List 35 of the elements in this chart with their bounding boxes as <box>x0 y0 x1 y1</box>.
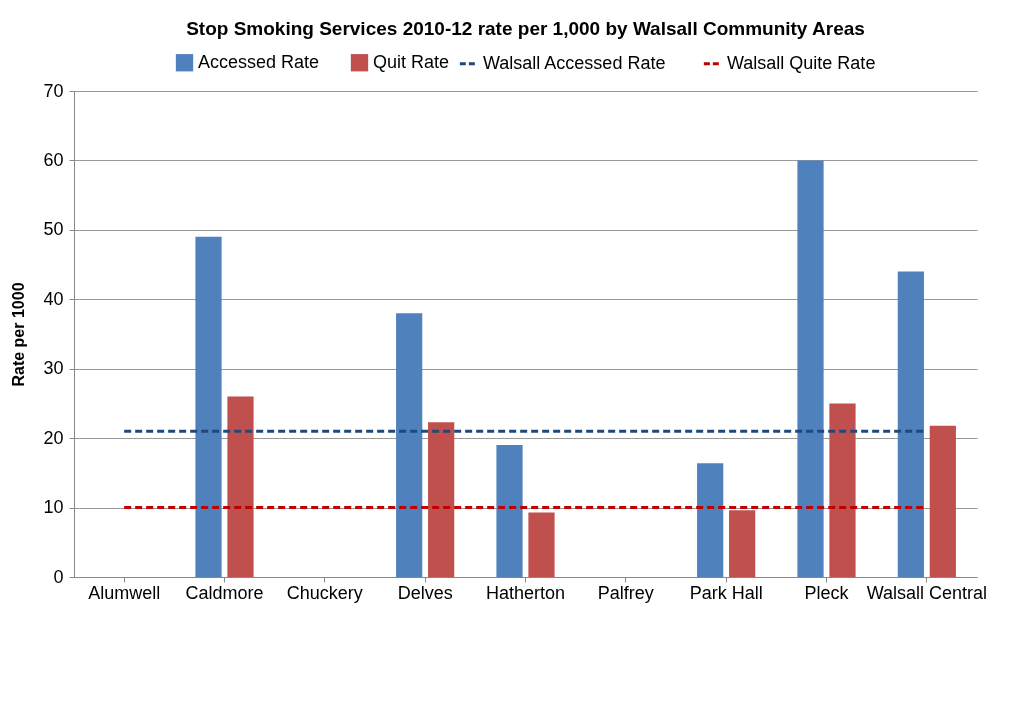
x-tick-label: Hatherton <box>485 582 566 603</box>
x-tick-label: Park Hall <box>689 582 763 603</box>
bar <box>829 403 856 577</box>
x-tick-label: Pleck <box>804 582 850 603</box>
y-tick-label: 10 <box>43 497 64 518</box>
bar <box>797 160 824 577</box>
y-axis-title: Rate per 1000 <box>10 282 28 387</box>
bar <box>428 422 455 577</box>
x-tick-label: Delves <box>397 582 453 603</box>
chart-title: Stop Smoking Services 2010-12 rate per 1,000 by Walsall Community Areas <box>186 18 865 39</box>
y-tick-label: 30 <box>43 358 64 379</box>
y-tick-label: 70 <box>43 80 64 101</box>
x-tick-label: Caldmore <box>185 582 264 603</box>
x-tick-label: Palfrey <box>597 582 654 603</box>
x-tick-label: Alumwell <box>88 582 161 603</box>
y-tick-label: 0 <box>53 566 64 587</box>
y-tick-label: 50 <box>43 219 64 240</box>
legend-label: Quit Rate <box>373 51 450 72</box>
legend-label: Walsall Quite Rate <box>727 52 876 73</box>
bar <box>697 463 724 577</box>
bar <box>396 313 423 577</box>
bar <box>195 236 222 577</box>
y-tick-label: 20 <box>43 427 64 448</box>
x-tick-label: Walsall Central <box>866 582 988 603</box>
bar <box>897 271 924 577</box>
x-tick-label: Chuckery <box>286 582 363 603</box>
legend-label: Accessed Rate <box>198 51 320 72</box>
bar <box>729 510 756 577</box>
bar <box>528 512 555 577</box>
y-tick-label: 40 <box>43 288 64 309</box>
bar <box>929 425 956 577</box>
legend-label: Walsall Accessed Rate <box>483 52 666 73</box>
bar <box>227 396 254 577</box>
y-tick-label: 60 <box>43 149 64 170</box>
bar <box>496 445 523 577</box>
